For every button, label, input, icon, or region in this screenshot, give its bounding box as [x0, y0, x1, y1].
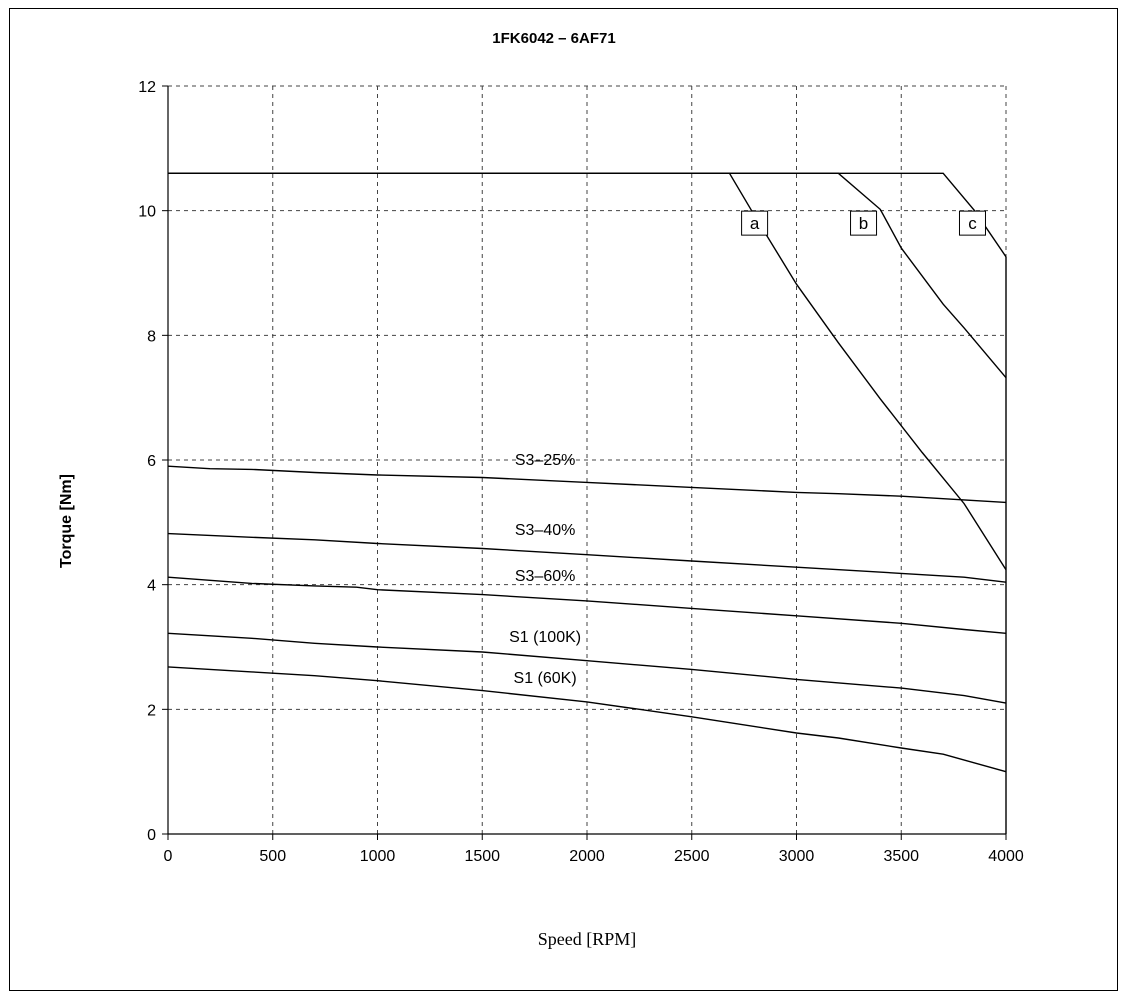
series-line: [168, 172, 1007, 258]
x-tick-label: 500: [259, 848, 286, 865]
y-tick-label: 6: [147, 453, 156, 470]
y-tick-label: 10: [138, 204, 156, 221]
x-tick-label: 2500: [674, 848, 710, 865]
curve-label: S3–25%: [515, 452, 576, 469]
curve-label: S1 (100K): [509, 629, 581, 646]
x-tick-label: 3000: [779, 848, 815, 865]
curve-label: S1 (60K): [514, 670, 577, 687]
series-line: [167, 532, 1007, 583]
series-line: [167, 465, 1007, 504]
boxed-label-box: [850, 210, 878, 236]
curve-labels: S3–25% S3–40% S3–60% S1 (100K) S1 (60K) a b c: [509, 210, 986, 687]
y-tick-label: 12: [138, 79, 156, 96]
x-tick-label: 1500: [464, 848, 500, 865]
y-tick-label: 0: [147, 827, 156, 844]
boxed-label-box: [741, 210, 769, 236]
x-tick-label: 3500: [883, 848, 919, 865]
x-tick-label: 0: [164, 848, 173, 865]
series-line: [167, 666, 1007, 773]
curve-label: S3–60%: [515, 568, 576, 585]
series-line: [168, 172, 1007, 379]
tick-labels: 0 500 1000 1500 2000 2500 3000 3500 4000 0 2 4 6 8 10 1…: [138, 79, 1024, 865]
x-tick-label: 4000: [988, 848, 1024, 865]
series-line: [167, 632, 1007, 704]
y-axis-label: Torque [Nm]: [58, 474, 75, 568]
x-tick-label: 1000: [360, 848, 396, 865]
x-tick-label: 2000: [569, 848, 605, 865]
y-tick-label: 4: [147, 578, 156, 595]
series-line: [167, 576, 1007, 634]
y-tick-label: 8: [147, 328, 156, 345]
series-lines: [167, 172, 1007, 834]
grid: [168, 85, 1007, 834]
curve-label: S3–40%: [515, 522, 576, 539]
boxed-label: c: [968, 214, 977, 233]
axes: [162, 85, 1007, 840]
boxed-label: b: [859, 214, 868, 233]
boxed-label-box: [958, 210, 986, 236]
boxed-label: a: [750, 214, 760, 233]
chart-frame: [9, 8, 1118, 991]
chart-title: 1FK6042 – 6AF71: [492, 30, 615, 47]
x-axis-label: Speed [RPM]: [538, 929, 637, 949]
series-line: [168, 172, 1007, 571]
y-tick-label: 2: [147, 702, 156, 719]
